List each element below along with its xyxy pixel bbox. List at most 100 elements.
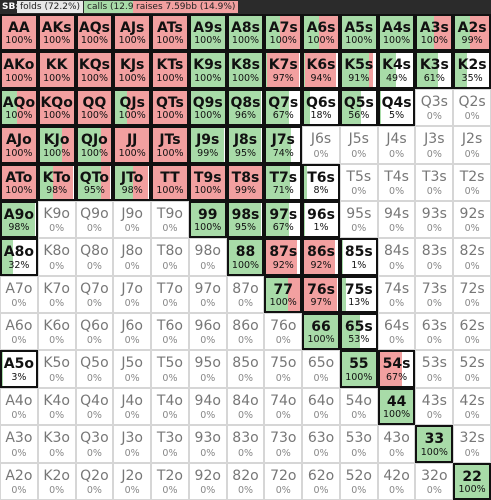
hand-cell-J7s[interactable]: J7s 74% (264, 126, 303, 164)
hand-cell-T6o[interactable]: T6o 0% (151, 313, 189, 351)
hand-cell-86s[interactable]: 86s 92% (302, 238, 340, 276)
hand-cell-T2o[interactable]: T2o 0% (151, 462, 189, 500)
hand-cell-J3o[interactable]: J3o 0% (113, 425, 152, 463)
hand-cell-93s[interactable]: 93s 0% (415, 200, 454, 239)
hand-cell-Q5o[interactable]: Q5o 0% (75, 350, 114, 388)
hand-cell-94s[interactable]: 94s 0% (377, 200, 416, 239)
hand-cell-42s[interactable]: 42s 0% (453, 387, 491, 426)
hand-cell-83s[interactable]: 83s 0% (415, 238, 454, 276)
hand-cell-97o[interactable]: 97o 0% (188, 275, 227, 314)
hand-cell-85o[interactable]: 85o 0% (226, 350, 265, 388)
hand-cell-J3s[interactable]: J3s 0% (415, 126, 454, 164)
hand-cell-A9o[interactable]: A9o 98% (0, 200, 38, 239)
hand-cell-KK[interactable]: KK 100% (37, 51, 76, 89)
hand-cell-JTs[interactable]: JTs 100% (151, 126, 189, 164)
hand-cell-72s[interactable]: 72s 0% (453, 275, 491, 314)
hand-cell-Q3o[interactable]: Q3o 0% (75, 425, 114, 463)
hand-cell-J6s[interactable]: J6s 0% (302, 126, 340, 164)
hand-cell-T3s[interactable]: T3s 0% (415, 163, 454, 201)
hand-cell-Q6o[interactable]: Q6o 0% (75, 313, 114, 351)
hand-cell-A5o[interactable]: A5o 3% (0, 350, 38, 388)
hand-cell-J9o[interactable]: J9o 0% (113, 200, 152, 239)
hand-cell-KTo[interactable]: KTo 98% (37, 163, 76, 201)
hand-cell-T8o[interactable]: T8o 0% (151, 238, 189, 276)
hand-cell-87o[interactable]: 87o 0% (226, 275, 265, 314)
hand-cell-T4s[interactable]: T4s 0% (377, 163, 416, 201)
hand-cell-K5s[interactable]: K5s 91% (339, 51, 378, 89)
hand-cell-72o[interactable]: 72o 0% (264, 462, 303, 500)
hand-cell-93o[interactable]: 93o 0% (188, 425, 227, 463)
hand-cell-Q7s[interactable]: Q7s 67% (264, 88, 303, 127)
hand-cell-82s[interactable]: 82s 0% (453, 238, 491, 276)
hand-cell-84s[interactable]: 84s 0% (377, 238, 416, 276)
hand-cell-62o[interactable]: 62o 0% (302, 462, 340, 500)
hand-cell-63s[interactable]: 63s 0% (415, 313, 454, 351)
hand-cell-66[interactable]: 66 100% (302, 313, 340, 351)
hand-cell-AQs[interactable]: AQs 100% (75, 14, 114, 52)
hand-cell-32s[interactable]: 32s 0% (453, 425, 491, 463)
hand-cell-KQs[interactable]: KQs 100% (75, 51, 114, 89)
hand-cell-AJo[interactable]: AJo 100% (0, 126, 38, 164)
hand-cell-75o[interactable]: 75o 0% (264, 350, 303, 388)
hand-cell-AKs[interactable]: AKs 100% (37, 14, 76, 52)
hand-cell-42o[interactable]: 42o 0% (377, 462, 416, 500)
hand-cell-A4s[interactable]: A4s 100% (377, 14, 416, 52)
hand-cell-Q4o[interactable]: Q4o 0% (75, 387, 114, 426)
hand-cell-74s[interactable]: 74s 0% (377, 275, 416, 314)
hand-cell-K9o[interactable]: K9o 0% (37, 200, 76, 239)
hand-cell-85s[interactable]: 85s 1% (339, 238, 378, 276)
hand-cell-QJs[interactable]: QJs 100% (113, 88, 152, 127)
hand-cell-A2s[interactable]: A2s 99% (453, 14, 491, 52)
hand-cell-A3s[interactable]: A3s 100% (415, 14, 454, 52)
hand-cell-QQ[interactable]: QQ 100% (75, 88, 114, 127)
hand-cell-76s[interactable]: 76s 97% (302, 275, 340, 314)
hand-cell-99[interactable]: 99 100% (188, 200, 227, 239)
hand-cell-76o[interactable]: 76o 0% (264, 313, 303, 351)
hand-cell-A8o[interactable]: A8o 32% (0, 238, 38, 276)
hand-cell-T9o[interactable]: T9o 0% (151, 200, 189, 239)
hand-cell-AA[interactable]: AA 100% (0, 14, 38, 52)
hand-cell-96o[interactable]: 96o 0% (188, 313, 227, 351)
hand-cell-62s[interactable]: 62s 0% (453, 313, 491, 351)
hand-cell-T9s[interactable]: T9s 100% (188, 163, 227, 201)
hand-cell-KJs[interactable]: KJs 100% (113, 51, 152, 89)
hand-cell-JTo[interactable]: JTo 98% (113, 163, 152, 201)
hand-cell-T7s[interactable]: T7s 71% (264, 163, 303, 201)
hand-cell-T5o[interactable]: T5o 0% (151, 350, 189, 388)
hand-cell-TT[interactable]: TT 100% (151, 163, 189, 201)
hand-cell-74o[interactable]: 74o 0% (264, 387, 303, 426)
hand-cell-Q7o[interactable]: Q7o 0% (75, 275, 114, 314)
hand-cell-KQo[interactable]: KQo 100% (37, 88, 76, 127)
hand-cell-K2o[interactable]: K2o 0% (37, 462, 76, 500)
hand-cell-KJo[interactable]: KJo 100% (37, 126, 76, 164)
hand-cell-K3o[interactable]: K3o 0% (37, 425, 76, 463)
hand-cell-92o[interactable]: 92o 0% (188, 462, 227, 500)
hand-cell-98s[interactable]: 98s 95% (226, 200, 265, 239)
hand-cell-Q2o[interactable]: Q2o 0% (75, 462, 114, 500)
hand-cell-22[interactable]: 22 100% (453, 462, 491, 500)
hand-cell-A2o[interactable]: A2o 0% (0, 462, 38, 500)
hand-cell-33[interactable]: 33 100% (415, 425, 454, 463)
hand-cell-73o[interactable]: 73o 0% (264, 425, 303, 463)
hand-cell-65s[interactable]: 65s 53% (339, 313, 378, 351)
hand-cell-K4o[interactable]: K4o 0% (37, 387, 76, 426)
hand-cell-95o[interactable]: 95o 0% (188, 350, 227, 388)
hand-cell-54s[interactable]: 54s 67% (377, 350, 416, 388)
hand-cell-J2s[interactable]: J2s 0% (453, 126, 491, 164)
hand-cell-Q9s[interactable]: Q9s 100% (188, 88, 227, 127)
hand-cell-T5s[interactable]: T5s 0% (339, 163, 378, 201)
hand-cell-87s[interactable]: 87s 92% (264, 238, 303, 276)
hand-cell-T7o[interactable]: T7o 0% (151, 275, 189, 314)
hand-cell-ATo[interactable]: ATo 100% (0, 163, 38, 201)
hand-cell-55[interactable]: 55 100% (339, 350, 378, 388)
hand-cell-64o[interactable]: 64o 0% (302, 387, 340, 426)
hand-cell-A5s[interactable]: A5s 100% (339, 14, 378, 52)
hand-cell-A6s[interactable]: A6s 100% (302, 14, 340, 52)
hand-cell-T2s[interactable]: T2s 0% (453, 163, 491, 201)
hand-cell-T8s[interactable]: T8s 99% (226, 163, 265, 201)
hand-cell-J2o[interactable]: J2o 0% (113, 462, 152, 500)
legend-raises[interactable]: raises 7.59bb (14.9%) (133, 1, 239, 13)
hand-cell-J8o[interactable]: J8o 0% (113, 238, 152, 276)
hand-cell-J4s[interactable]: J4s 0% (377, 126, 416, 164)
hand-cell-83o[interactable]: 83o 0% (226, 425, 265, 463)
